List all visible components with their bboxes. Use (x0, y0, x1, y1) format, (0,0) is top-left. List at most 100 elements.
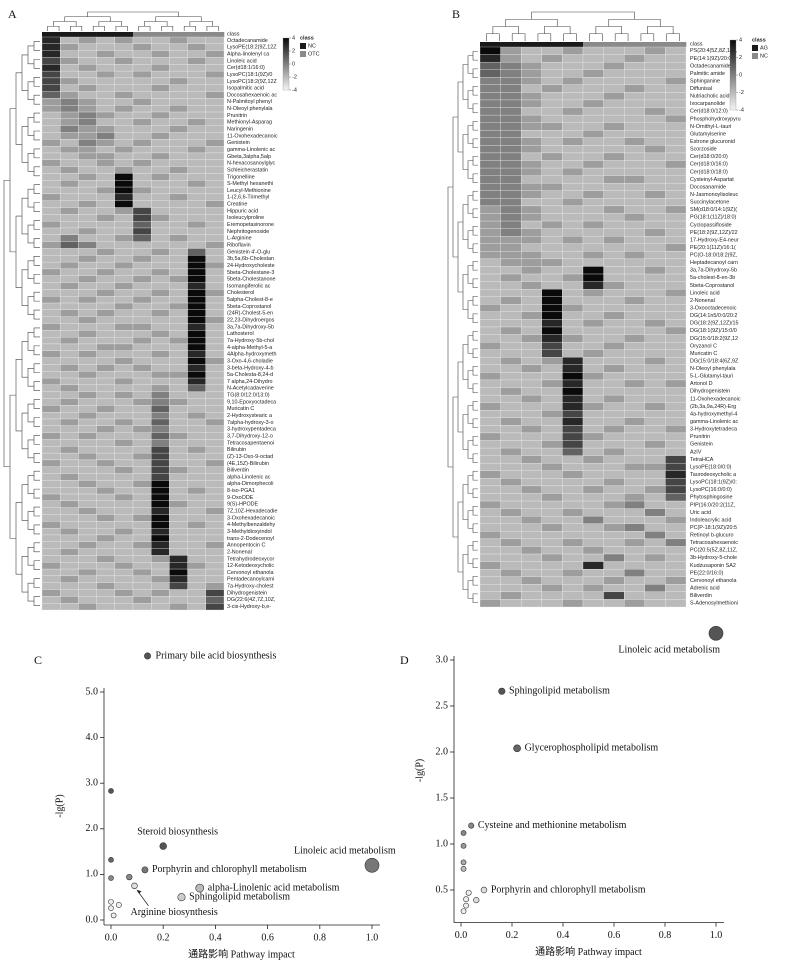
heatmap-cell (521, 599, 542, 608)
heatmap-cell (96, 186, 115, 195)
row-label: Ixocarpanolide (690, 101, 725, 107)
heatmap-cell (41, 309, 61, 317)
heatmap-cell (41, 77, 61, 85)
heatmap-cell (665, 341, 687, 350)
heatmap-cell (521, 364, 542, 373)
row-label: alpha-Linolenic ac (227, 474, 271, 480)
heatmap-cell (60, 70, 79, 79)
heatmap-cell (151, 514, 170, 522)
heatmap-cell (169, 487, 188, 495)
heatmap-cell (132, 125, 152, 133)
heatmap-cell (541, 122, 563, 131)
heatmap-cell (521, 228, 542, 237)
row-label: 5a-cholest-8-en-3b (690, 275, 735, 281)
heatmap-cell (96, 234, 115, 242)
row-label: (4E,15Z)-Bilirubin (227, 461, 269, 467)
heatmap-cell (78, 125, 97, 133)
heatmap-cell (151, 111, 170, 120)
heatmap-cell (665, 402, 687, 411)
heatmap-cell (644, 46, 666, 55)
row-label: 2-Hydroxystearic a (227, 413, 272, 419)
heatmap-cell (151, 268, 170, 276)
heatmap-cell (500, 357, 522, 365)
heatmap-cell (665, 54, 687, 63)
heatmap-cell (187, 555, 206, 563)
heatmap-cell (500, 183, 522, 191)
heatmap-cell (500, 46, 522, 55)
heatmap-cell (187, 487, 206, 495)
heatmap-cell (541, 145, 563, 154)
heatmap-cell (41, 132, 61, 140)
heatmap-cell (521, 311, 542, 320)
heatmap-cell (562, 455, 584, 464)
heatmap-cell (521, 394, 542, 403)
heatmap-cell (500, 304, 522, 313)
point-label: Steroid biosynthesis (137, 826, 218, 837)
heatmap-cell (169, 541, 188, 549)
heatmap-cell (644, 107, 666, 116)
heatmap-cell (603, 546, 625, 555)
heatmap-cell (541, 334, 563, 343)
heatmap-cell (114, 514, 134, 522)
heatmap-cell (603, 410, 625, 418)
heatmap-cell (582, 251, 604, 260)
heatmap-cell (479, 258, 501, 267)
heatmap-cell (114, 432, 134, 440)
heatmap-cell (169, 425, 188, 433)
heatmap-cell (644, 508, 666, 517)
heatmap-cell (479, 311, 501, 320)
panel-label: B (452, 7, 460, 21)
heatmap-cell (644, 341, 666, 350)
row-label: PC(P-18:1(9Z)/20:5 (690, 525, 737, 531)
heatmap-cell (60, 412, 79, 420)
heatmap-cell (665, 553, 687, 562)
heatmap-cell (562, 516, 584, 524)
heatmap-cell (582, 500, 604, 509)
heatmap-cell (644, 553, 666, 562)
heatmap-cell (479, 341, 501, 350)
heatmap-cell (169, 459, 188, 467)
heatmap-cell (541, 251, 563, 260)
heatmap-cell (169, 268, 188, 276)
heatmap-cell (479, 531, 501, 540)
heatmap-cell (151, 405, 170, 413)
heatmap-cell (187, 391, 206, 399)
heatmap-cell (151, 255, 170, 263)
heatmap-cell (500, 546, 522, 555)
heatmap-cell (500, 258, 522, 267)
heatmap-cell (96, 77, 115, 85)
heatmap-cell (479, 334, 501, 343)
heatmap-cell (603, 319, 625, 328)
row-label: Nutriacholic acid (690, 94, 730, 100)
heatmap-cell (132, 221, 152, 229)
class-strip-cell (187, 32, 207, 37)
heatmap-cell (169, 84, 188, 92)
heatmap-cell (624, 304, 645, 313)
heatmap-cell (169, 364, 188, 372)
heatmap-cell (169, 596, 188, 604)
heatmap-cell (562, 500, 584, 509)
heatmap-cell (562, 61, 584, 70)
heatmap-cell (132, 459, 152, 467)
heatmap-cell (521, 258, 542, 267)
row-label: Biliverdin (227, 468, 249, 474)
heatmap-cell (187, 255, 206, 263)
heatmap-cell (603, 160, 625, 169)
heatmap-cell (41, 323, 61, 331)
heatmap-cell (187, 166, 206, 174)
y-tick-label: 1.0 (86, 869, 99, 880)
heatmap-cell (500, 569, 522, 577)
heatmap-cell (151, 125, 170, 133)
heatmap-cell (205, 412, 225, 420)
heatmap-cell (41, 459, 61, 467)
heatmap-cell (541, 152, 563, 161)
heatmap-cell (500, 561, 522, 570)
heatmap-cell (132, 391, 152, 399)
heatmap-cell (114, 105, 134, 113)
point-label: Glycerophospholipid metabolism (525, 743, 659, 754)
heatmap-cell (60, 316, 79, 324)
heatmap-cell (41, 596, 61, 604)
heatmap-cell (151, 466, 170, 474)
heatmap-cell (665, 379, 687, 388)
heatmap-cell (521, 372, 542, 381)
